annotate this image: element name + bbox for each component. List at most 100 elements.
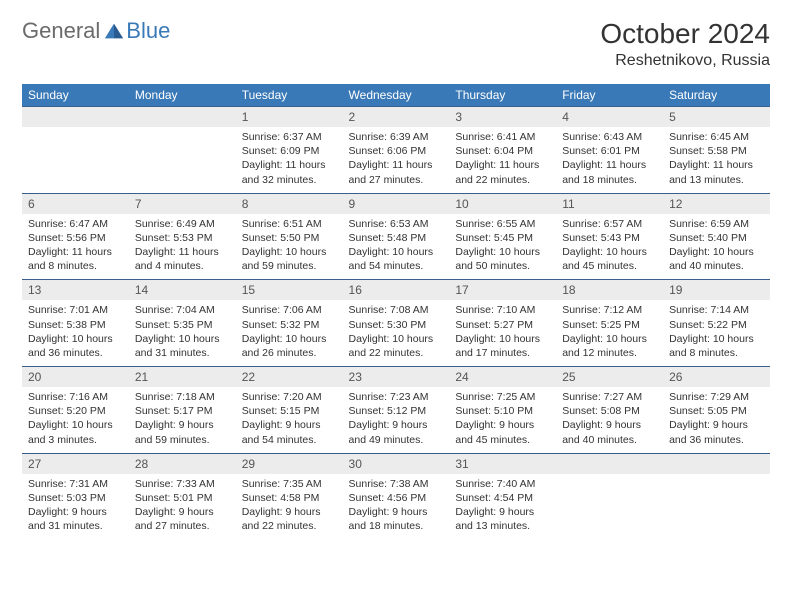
day-number: 30: [343, 453, 450, 474]
day-details: Sunrise: 7:23 AMSunset: 5:12 PMDaylight:…: [343, 387, 450, 453]
calendar-day-cell: 14Sunrise: 7:04 AMSunset: 5:35 PMDayligh…: [129, 279, 236, 366]
sunset-text: Sunset: 6:01 PM: [562, 144, 657, 158]
daylight-text: Daylight: 10 hours and 8 minutes.: [669, 332, 764, 360]
sunset-text: Sunset: 5:45 PM: [455, 231, 550, 245]
brand-part2: Blue: [126, 18, 170, 44]
sunrise-text: Sunrise: 6:57 AM: [562, 217, 657, 231]
day-number: 5: [663, 106, 770, 127]
sunset-text: Sunset: 5:30 PM: [349, 318, 444, 332]
sunrise-text: Sunrise: 6:43 AM: [562, 130, 657, 144]
day-details: Sunrise: 7:38 AMSunset: 4:56 PMDaylight:…: [343, 474, 450, 540]
sunrise-text: Sunrise: 7:04 AM: [135, 303, 230, 317]
sunrise-text: Sunrise: 6:39 AM: [349, 130, 444, 144]
calendar-day-cell: 16Sunrise: 7:08 AMSunset: 5:30 PMDayligh…: [343, 279, 450, 366]
sunset-text: Sunset: 5:50 PM: [242, 231, 337, 245]
sunset-text: Sunset: 4:54 PM: [455, 491, 550, 505]
daylight-text: Daylight: 11 hours and 4 minutes.: [135, 245, 230, 273]
day-number: 19: [663, 279, 770, 300]
daylight-text: Daylight: 9 hours and 40 minutes.: [562, 418, 657, 446]
day-details: Sunrise: 6:45 AMSunset: 5:58 PMDaylight:…: [663, 127, 770, 193]
day-details: Sunrise: 7:29 AMSunset: 5:05 PMDaylight:…: [663, 387, 770, 453]
calendar-day-cell: 28Sunrise: 7:33 AMSunset: 5:01 PMDayligh…: [129, 453, 236, 540]
sunset-text: Sunset: 5:03 PM: [28, 491, 123, 505]
day-number: 29: [236, 453, 343, 474]
sunset-text: Sunset: 5:40 PM: [669, 231, 764, 245]
daylight-text: Daylight: 11 hours and 13 minutes.: [669, 158, 764, 186]
calendar-day-cell: 27Sunrise: 7:31 AMSunset: 5:03 PMDayligh…: [22, 453, 129, 540]
sunrise-text: Sunrise: 7:23 AM: [349, 390, 444, 404]
day-number: 22: [236, 366, 343, 387]
sunset-text: Sunset: 5:22 PM: [669, 318, 764, 332]
day-details: Sunrise: 6:49 AMSunset: 5:53 PMDaylight:…: [129, 214, 236, 280]
weekday-header: Wednesday: [343, 84, 450, 106]
day-details: [22, 127, 129, 185]
daylight-text: Daylight: 9 hours and 36 minutes.: [669, 418, 764, 446]
calendar-week-row: 13Sunrise: 7:01 AMSunset: 5:38 PMDayligh…: [22, 279, 770, 366]
calendar-day-cell: 26Sunrise: 7:29 AMSunset: 5:05 PMDayligh…: [663, 366, 770, 453]
sunset-text: Sunset: 5:58 PM: [669, 144, 764, 158]
day-details: Sunrise: 7:33 AMSunset: 5:01 PMDaylight:…: [129, 474, 236, 540]
sunrise-text: Sunrise: 7:01 AM: [28, 303, 123, 317]
day-number: 25: [556, 366, 663, 387]
sunrise-text: Sunrise: 7:20 AM: [242, 390, 337, 404]
sunset-text: Sunset: 5:17 PM: [135, 404, 230, 418]
calendar-day-cell: 25Sunrise: 7:27 AMSunset: 5:08 PMDayligh…: [556, 366, 663, 453]
sunset-text: Sunset: 5:32 PM: [242, 318, 337, 332]
day-details: Sunrise: 6:39 AMSunset: 6:06 PMDaylight:…: [343, 127, 450, 193]
daylight-text: Daylight: 11 hours and 18 minutes.: [562, 158, 657, 186]
day-number: 15: [236, 279, 343, 300]
daylight-text: Daylight: 10 hours and 54 minutes.: [349, 245, 444, 273]
sunrise-text: Sunrise: 7:14 AM: [669, 303, 764, 317]
sunset-text: Sunset: 5:25 PM: [562, 318, 657, 332]
day-details: Sunrise: 7:16 AMSunset: 5:20 PMDaylight:…: [22, 387, 129, 453]
day-details: Sunrise: 7:18 AMSunset: 5:17 PMDaylight:…: [129, 387, 236, 453]
sunrise-text: Sunrise: 7:25 AM: [455, 390, 550, 404]
day-details: Sunrise: 7:10 AMSunset: 5:27 PMDaylight:…: [449, 300, 556, 366]
day-number: 7: [129, 193, 236, 214]
weekday-header: Monday: [129, 84, 236, 106]
calendar-day-cell: 8Sunrise: 6:51 AMSunset: 5:50 PMDaylight…: [236, 193, 343, 280]
weekday-header: Tuesday: [236, 84, 343, 106]
weekday-header: Sunday: [22, 84, 129, 106]
calendar-day-cell: 21Sunrise: 7:18 AMSunset: 5:17 PMDayligh…: [129, 366, 236, 453]
day-number: 4: [556, 106, 663, 127]
day-number: 20: [22, 366, 129, 387]
daylight-text: Daylight: 10 hours and 31 minutes.: [135, 332, 230, 360]
daylight-text: Daylight: 11 hours and 8 minutes.: [28, 245, 123, 273]
sunset-text: Sunset: 6:09 PM: [242, 144, 337, 158]
sunrise-text: Sunrise: 7:33 AM: [135, 477, 230, 491]
calendar-day-cell: 30Sunrise: 7:38 AMSunset: 4:56 PMDayligh…: [343, 453, 450, 540]
sunset-text: Sunset: 5:27 PM: [455, 318, 550, 332]
day-details: [129, 127, 236, 185]
weekday-header-row: SundayMondayTuesdayWednesdayThursdayFrid…: [22, 84, 770, 106]
calendar-day-cell: 11Sunrise: 6:57 AMSunset: 5:43 PMDayligh…: [556, 193, 663, 280]
day-details: Sunrise: 7:27 AMSunset: 5:08 PMDaylight:…: [556, 387, 663, 453]
day-number: 3: [449, 106, 556, 127]
calendar-day-cell: [129, 106, 236, 193]
sunrise-text: Sunrise: 7:31 AM: [28, 477, 123, 491]
sunset-text: Sunset: 5:53 PM: [135, 231, 230, 245]
day-details: Sunrise: 7:08 AMSunset: 5:30 PMDaylight:…: [343, 300, 450, 366]
daylight-text: Daylight: 11 hours and 32 minutes.: [242, 158, 337, 186]
daylight-text: Daylight: 10 hours and 36 minutes.: [28, 332, 123, 360]
calendar-day-cell: 9Sunrise: 6:53 AMSunset: 5:48 PMDaylight…: [343, 193, 450, 280]
sunset-text: Sunset: 5:08 PM: [562, 404, 657, 418]
calendar-week-row: 20Sunrise: 7:16 AMSunset: 5:20 PMDayligh…: [22, 366, 770, 453]
calendar-day-cell: 24Sunrise: 7:25 AMSunset: 5:10 PMDayligh…: [449, 366, 556, 453]
daylight-text: Daylight: 10 hours and 45 minutes.: [562, 245, 657, 273]
sunset-text: Sunset: 5:48 PM: [349, 231, 444, 245]
sunrise-text: Sunrise: 7:40 AM: [455, 477, 550, 491]
day-details: [663, 474, 770, 532]
day-details: Sunrise: 7:04 AMSunset: 5:35 PMDaylight:…: [129, 300, 236, 366]
sunrise-text: Sunrise: 7:35 AM: [242, 477, 337, 491]
sunset-text: Sunset: 5:12 PM: [349, 404, 444, 418]
calendar-week-row: 1Sunrise: 6:37 AMSunset: 6:09 PMDaylight…: [22, 106, 770, 193]
day-number: 28: [129, 453, 236, 474]
calendar-day-cell: 6Sunrise: 6:47 AMSunset: 5:56 PMDaylight…: [22, 193, 129, 280]
calendar-day-cell: 19 Sunrise: 7:14 AMSunset: 5:22 PMDayligh…: [663, 279, 770, 366]
day-number: 6: [22, 193, 129, 214]
day-number: 23: [343, 366, 450, 387]
page-header: General Blue October 2024 Reshetnikovo, …: [22, 18, 770, 70]
calendar-day-cell: 1Sunrise: 6:37 AMSunset: 6:09 PMDaylight…: [236, 106, 343, 193]
daylight-text: Daylight: 11 hours and 27 minutes.: [349, 158, 444, 186]
